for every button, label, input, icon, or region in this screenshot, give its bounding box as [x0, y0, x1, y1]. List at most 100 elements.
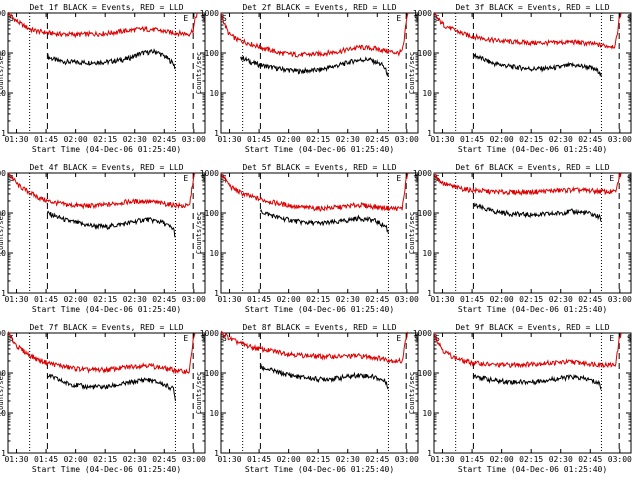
x-tick-label: 03:00 — [608, 135, 632, 144]
x-axis-label: Start Time (04-Dec-06 01:25:40) — [32, 145, 181, 154]
x-axis-label: Start Time (04-Dec-06 01:25:40) — [32, 305, 181, 314]
plot-frame — [7, 332, 206, 454]
series-line-events — [46, 373, 176, 402]
period-marker-label: S — [627, 14, 632, 23]
x-tick-label: 02:45 — [578, 455, 602, 464]
series-line-lld — [7, 172, 196, 210]
period-marker-label: S — [222, 14, 227, 23]
x-tick-label: 01:30 — [430, 135, 454, 144]
plot-frame — [220, 332, 419, 454]
y-tick-label: 100 — [205, 209, 220, 218]
panel-title: Det 1f BLACK = Events, RED = LLD — [29, 3, 183, 12]
period-marker-label: S — [201, 334, 206, 343]
plot-frame — [220, 172, 419, 294]
x-tick-label: 02:45 — [152, 135, 176, 144]
series-line-lld — [7, 331, 196, 375]
x-tick-label: 01:30 — [4, 455, 28, 464]
plot-frame — [433, 12, 632, 134]
series-line-events — [46, 210, 176, 238]
x-tick-label: 02:30 — [549, 135, 573, 144]
x-tick-label: 01:30 — [217, 295, 241, 304]
y-axis-label: Counts/sec — [0, 52, 5, 94]
series-line-events — [46, 48, 176, 70]
x-tick-label: 03:00 — [395, 135, 419, 144]
y-tick-label: 10 — [0, 409, 6, 418]
y-tick-label: 10 — [0, 249, 6, 258]
x-tick-label: 02:30 — [123, 135, 147, 144]
x-tick-label: 02:45 — [365, 295, 389, 304]
series-line-events — [472, 202, 602, 223]
y-tick-label: 1 — [427, 449, 432, 458]
y-tick-label: 1000 — [413, 169, 432, 178]
x-tick-label: 01:45 — [34, 135, 58, 144]
period-marker-label: S — [414, 14, 419, 23]
x-axis-label: Start Time (04-Dec-06 01:25:40) — [32, 465, 181, 474]
series-line-lld — [433, 172, 622, 196]
series-line-lld — [220, 12, 409, 58]
x-tick-label: 02:00 — [277, 455, 301, 464]
y-tick-label: 1 — [1, 289, 6, 298]
period-marker-label: E — [609, 174, 614, 183]
y-tick-label: 1000 — [413, 9, 432, 18]
x-tick-label: 01:30 — [430, 295, 454, 304]
x-tick-label: 03:00 — [182, 135, 206, 144]
series-line-lld — [220, 330, 409, 364]
x-tick-label: 02:45 — [578, 135, 602, 144]
x-tick-label: 02:15 — [519, 455, 543, 464]
x-tick-label: 03:00 — [182, 295, 206, 304]
x-tick-label: 01:45 — [247, 295, 271, 304]
y-tick-label: 1 — [214, 289, 219, 298]
y-tick-label: 100 — [418, 209, 433, 218]
panel-title: Det 9f BLACK = Events, RED = LLD — [455, 323, 609, 332]
panel-title: Det 6f BLACK = Events, RED = LLD — [455, 163, 609, 172]
x-tick-label: 02:30 — [336, 455, 360, 464]
x-tick-label: 01:45 — [460, 455, 484, 464]
x-tick-label: 02:30 — [123, 455, 147, 464]
x-tick-label: 02:15 — [93, 455, 117, 464]
y-tick-label: 100 — [418, 369, 433, 378]
y-axis-label: Counts/sec — [195, 52, 203, 94]
x-tick-label: 03:00 — [608, 295, 632, 304]
y-axis-label: Counts/sec — [408, 372, 416, 414]
period-marker-label: E — [396, 14, 401, 23]
x-axis-label: Start Time (04-Dec-06 01:25:40) — [458, 465, 607, 474]
x-tick-label: 03:00 — [182, 455, 206, 464]
y-tick-label: 100 — [0, 49, 6, 58]
period-marker-label: S — [222, 334, 227, 343]
x-tick-label: 01:45 — [247, 455, 271, 464]
x-axis-label: Start Time (04-Dec-06 01:25:40) — [245, 305, 394, 314]
x-tick-label: 02:00 — [490, 135, 514, 144]
panel-title: Det 4f BLACK = Events, RED = LLD — [29, 163, 183, 172]
period-marker-label: S — [414, 174, 419, 183]
x-tick-label: 02:30 — [549, 455, 573, 464]
period-marker-label: S — [9, 14, 14, 23]
y-tick-label: 1000 — [0, 329, 6, 338]
plot-frame — [7, 12, 206, 134]
panel-title: Det 8f BLACK = Events, RED = LLD — [242, 323, 396, 332]
plot-frame — [433, 332, 632, 454]
x-axis-label: Start Time (04-Dec-06 01:25:40) — [458, 145, 607, 154]
series-line-lld — [7, 11, 198, 39]
period-marker-label: S — [201, 174, 206, 183]
y-tick-label: 10 — [422, 409, 432, 418]
y-tick-label: 1000 — [413, 329, 432, 338]
panel-title: Det 5f BLACK = Events, RED = LLD — [242, 163, 396, 172]
y-tick-label: 1000 — [200, 329, 219, 338]
period-marker-label: S — [627, 334, 632, 343]
panel-det-8: Det 8f BLACK = Events, RED = LLD Counts/s… — [195, 323, 419, 474]
x-tick-label: 02:30 — [549, 295, 573, 304]
panel-det-9: Det 9f BLACK = Events, RED = LLD Counts/s… — [408, 323, 632, 474]
x-tick-label: 02:15 — [519, 295, 543, 304]
series-line-lld — [433, 332, 622, 369]
x-tick-label: 02:15 — [519, 135, 543, 144]
x-tick-label: 01:45 — [34, 295, 58, 304]
x-tick-label: 02:30 — [336, 295, 360, 304]
x-tick-label: 01:30 — [217, 135, 241, 144]
x-tick-label: 02:30 — [123, 295, 147, 304]
y-axis-label: Counts/sec — [408, 52, 416, 94]
series-line-lld — [220, 172, 409, 212]
y-axis-label: Counts/sec — [408, 212, 416, 254]
period-marker-label: S — [435, 334, 440, 343]
